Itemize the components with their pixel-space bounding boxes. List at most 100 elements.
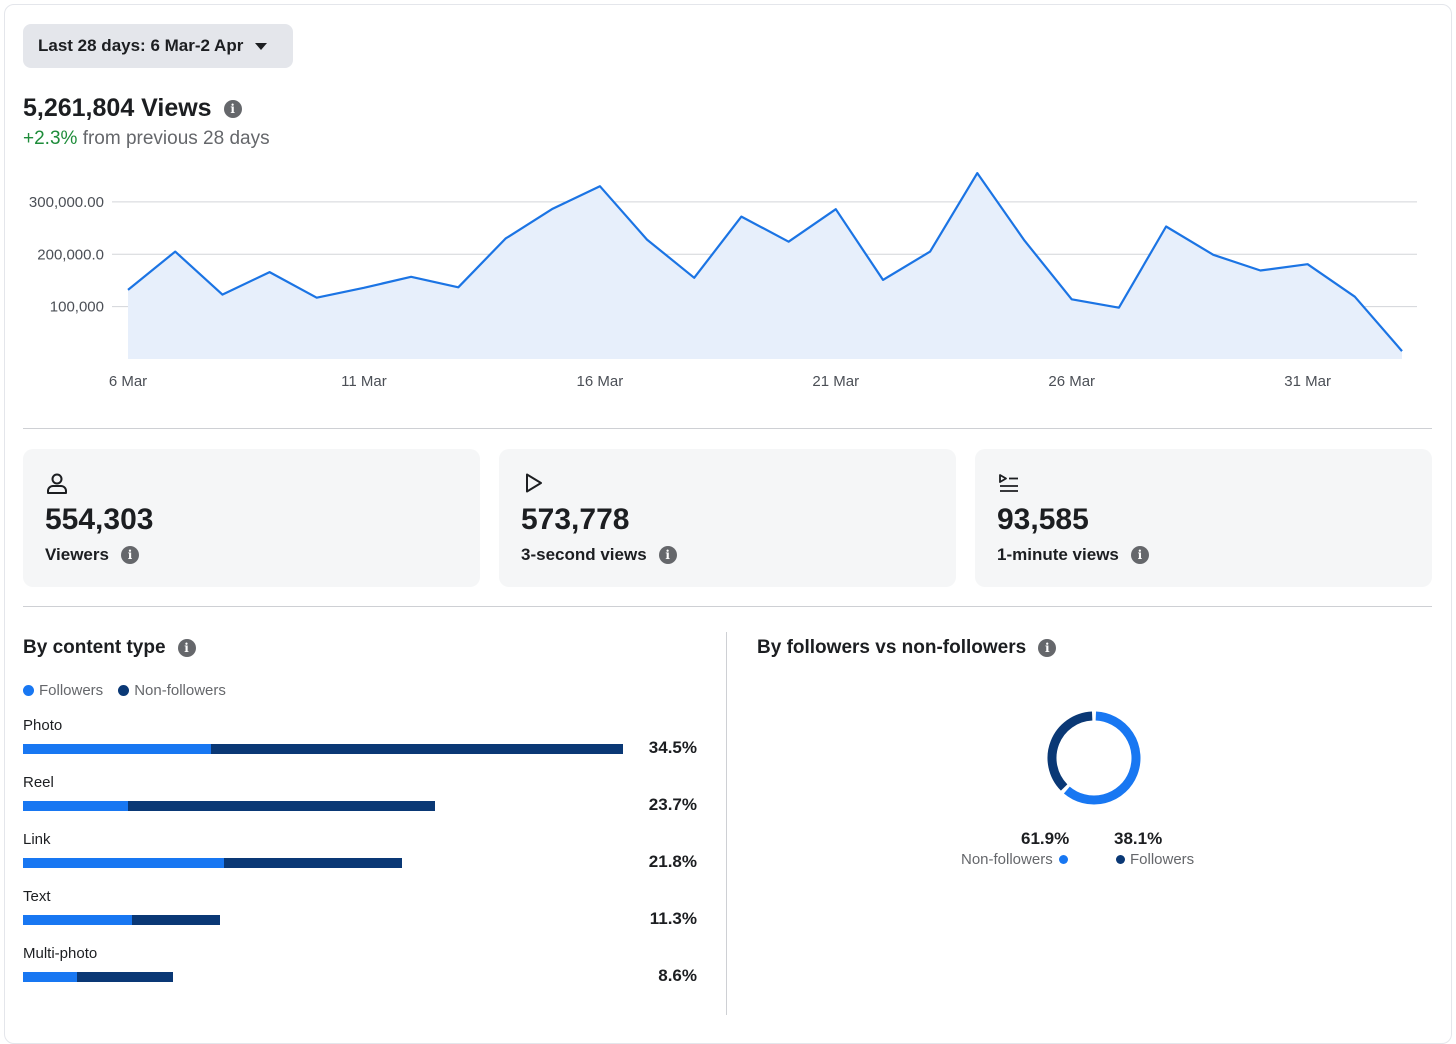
non-followers-pct: 61.9% (1021, 829, 1070, 848)
data-point[interactable] (500, 234, 510, 244)
3s-views-value: 573,778 (521, 503, 630, 536)
content-type-label: Link (23, 831, 51, 848)
info-icon[interactable]: i (658, 546, 677, 564)
bar-segment-followers (23, 915, 133, 925)
bar-segment-followers (23, 744, 211, 754)
stat-card-3s-views: 573,778 3-second views i (499, 449, 956, 587)
data-point[interactable] (972, 168, 982, 178)
data-point[interactable] (878, 275, 888, 285)
data-point[interactable] (1161, 222, 1171, 232)
x-tick-label: 26 Mar (1048, 373, 1095, 390)
non-followers-label: Non-followers (961, 851, 1053, 868)
content-type-label: Multi-photo (23, 945, 98, 962)
data-point[interactable] (1020, 236, 1030, 246)
legend-followers: Followers (39, 682, 104, 699)
content-type-label: Reel (23, 774, 54, 791)
bar-segment-followers (23, 858, 224, 868)
info-icon[interactable]: i (1130, 546, 1149, 564)
followers-legend: Followers (1116, 851, 1194, 868)
bar-segment-non-followers (77, 972, 173, 982)
content-type-bar[interactable] (23, 915, 220, 925)
info-icon[interactable]: i (223, 99, 242, 118)
bar-segment-non-followers (223, 858, 403, 868)
legend-non-followers: Non-followers (134, 682, 226, 699)
y-tick-label: 100,000 (50, 299, 104, 316)
followers-split-title-row: By followers vs non-followers i (757, 637, 1057, 659)
x-tick-label: 31 Mar (1284, 373, 1331, 390)
views-title: 5,261,804 Views (23, 94, 212, 122)
data-point[interactable] (1303, 259, 1313, 269)
data-point[interactable] (925, 247, 935, 257)
data-point[interactable] (736, 212, 746, 222)
chart-area-fill (128, 173, 1402, 359)
content-type-bar[interactable] (23, 744, 623, 754)
followers-split-title: By followers vs non-followers (757, 637, 1027, 658)
data-point[interactable] (359, 283, 369, 293)
info-icon[interactable]: i (177, 639, 196, 657)
content-type-pct: 23.7% (648, 795, 697, 814)
data-point[interactable] (689, 273, 699, 283)
data-point[interactable] (123, 285, 133, 295)
data-point[interactable] (1350, 292, 1360, 302)
data-point[interactable] (453, 282, 463, 292)
content-type-legend: Followers Non-followers (23, 682, 226, 699)
1m-views-label: 1-minute views (997, 545, 1119, 564)
data-point[interactable] (784, 237, 794, 247)
donut-slice-non-followers[interactable] (1063, 711, 1141, 805)
views-total: 5,261,804 Views i (23, 94, 242, 123)
data-point[interactable] (217, 290, 227, 300)
content-type-bar[interactable] (23, 858, 403, 868)
viewers-value: 554,303 (45, 503, 154, 536)
bar-segment-non-followers (210, 744, 623, 754)
y-tick-label: 200,000.0 (37, 246, 104, 263)
date-range-dropdown[interactable]: Last 28 days: 6 Mar-2 Apr (23, 24, 293, 68)
divider-vertical (726, 632, 727, 1015)
data-point[interactable] (312, 293, 322, 303)
followers-dot-icon (1116, 855, 1125, 864)
data-point[interactable] (595, 181, 605, 191)
playlist-icon (999, 474, 1018, 492)
data-point[interactable] (642, 235, 652, 245)
x-tick-label: 21 Mar (812, 373, 859, 390)
person-icon (47, 473, 67, 494)
data-point[interactable] (1397, 346, 1407, 356)
data-point[interactable] (1208, 250, 1218, 260)
data-point[interactable] (831, 204, 841, 214)
x-tick-label: 11 Mar (341, 373, 387, 390)
content-type-title: By content type (23, 637, 166, 658)
info-icon[interactable]: i (120, 546, 139, 564)
play-icon (526, 473, 542, 493)
content-type-bar[interactable] (23, 801, 436, 811)
views-chart: 100,000 200,000.0 300,000.00 6 Mar 11 Mar 16… (29, 168, 1417, 390)
divider-middle (23, 606, 1432, 607)
non-followers-dot-icon (1058, 855, 1068, 864)
viewers-label-row: Viewers i (45, 545, 139, 565)
content-type-title-row: By content type i (23, 637, 196, 659)
x-axis-labels: 6 Mar 11 Mar 16 Mar 21 Mar 26 Mar 31 Mar (109, 373, 1331, 390)
1m-views-value: 93,585 (997, 503, 1089, 536)
data-point[interactable] (1114, 303, 1124, 313)
bar-segment-non-followers (127, 801, 436, 811)
data-point[interactable] (1255, 265, 1265, 275)
data-point[interactable] (406, 272, 416, 282)
y-axis-labels: 100,000 200,000.0 300,000.00 (29, 194, 104, 316)
content-type-label: Text (23, 888, 51, 905)
3s-views-label-row: 3-second views i (521, 545, 677, 565)
donut-slice-followers[interactable] (1047, 711, 1093, 791)
1m-views-label-row: 1-minute views i (997, 545, 1149, 565)
content-type-pct: 21.8% (648, 852, 697, 871)
data-point[interactable] (170, 247, 180, 257)
content-type-pct: 11.3% (649, 909, 697, 928)
change-pct: +2.3% (23, 128, 78, 149)
data-point[interactable] (265, 267, 275, 277)
data-point[interactable] (548, 204, 558, 214)
info-icon[interactable]: i (1038, 639, 1057, 657)
data-point[interactable] (1067, 294, 1077, 304)
views-change: +2.3% from previous 28 days (23, 128, 270, 150)
content-type-bar[interactable] (23, 972, 173, 982)
3s-views-label: 3-second views (521, 545, 647, 564)
stat-card-viewers: 554,303 Viewers i (23, 449, 480, 587)
non-followers-legend: Non-followers (961, 851, 1073, 868)
x-tick-label: 6 Mar (109, 373, 147, 390)
content-type-pct: 34.5% (648, 738, 697, 757)
